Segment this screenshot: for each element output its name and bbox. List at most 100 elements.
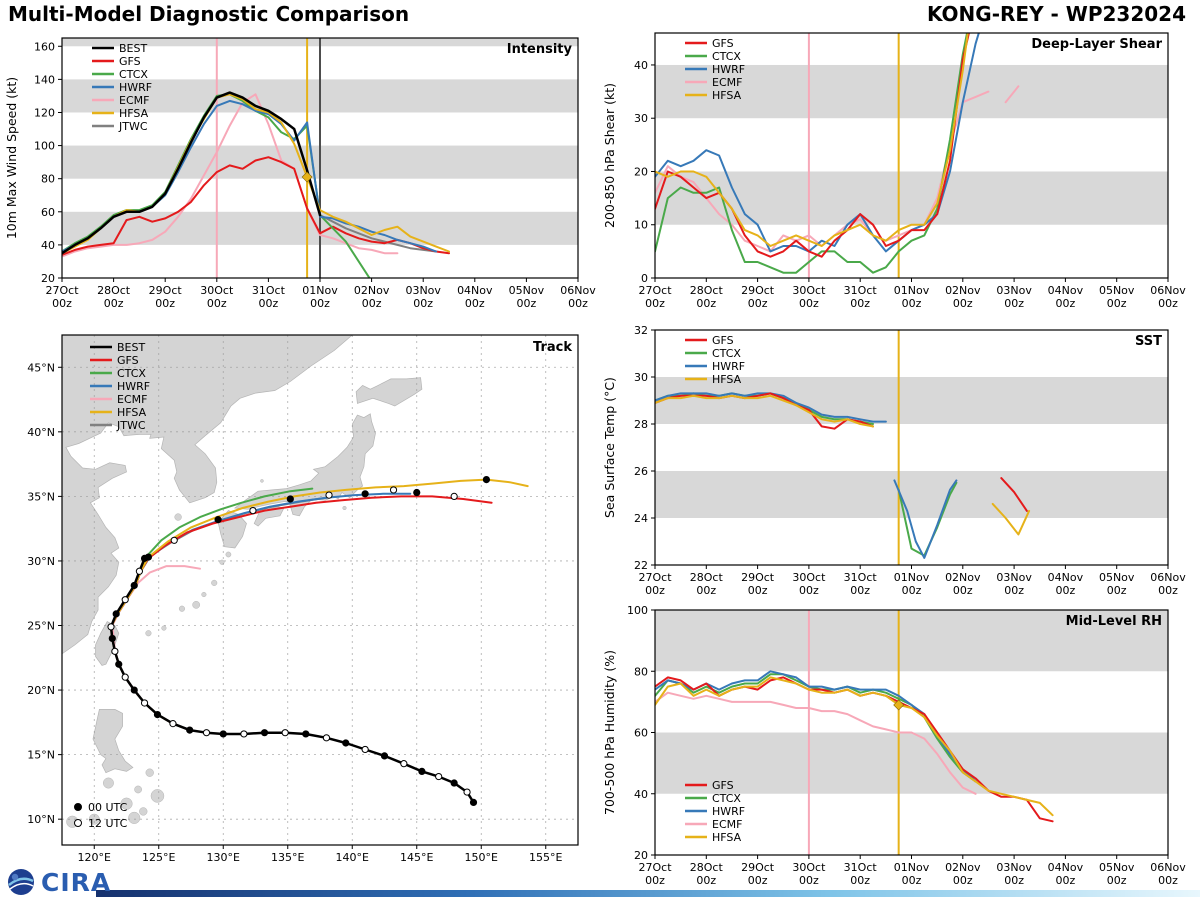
panel-title: SST: [1135, 334, 1162, 349]
x-tick-date: 06Nov: [560, 284, 596, 297]
series-gfs: [655, 33, 970, 258]
fix-12utc: [170, 536, 178, 544]
y-tick-label: 30: [634, 112, 648, 125]
legend-label-hfsa: HFSA: [119, 107, 149, 120]
legend-label-ctcx: CTCX: [119, 68, 148, 81]
x-tick-date: 29Oct: [741, 861, 775, 874]
y-tick-label: 80: [634, 665, 648, 678]
x-tick-date: 28Oct: [97, 284, 131, 297]
x-tick-hour: 00z: [259, 297, 279, 310]
x-tick-date: 28Oct: [690, 861, 724, 874]
x-tick-hour: 00z: [850, 584, 870, 597]
x-tick-hour: 00z: [1158, 874, 1178, 887]
island: [192, 600, 201, 609]
y-axis-title: Sea Surface Temp (°C): [602, 377, 617, 518]
legend-label-ctcx: CTCX: [712, 792, 741, 805]
y-tick-label: 24: [634, 512, 648, 525]
track-map: 120°E 125°E 130°E 135°E 140°E 145°E 150°E 155°E…: [27, 334, 579, 864]
x-tick-date: 31Oct: [844, 284, 878, 297]
x-tick-hour: 00z: [748, 584, 768, 597]
x-tick-date: 05Nov: [1099, 861, 1135, 874]
fix-12utc: [111, 647, 119, 655]
fix-00utc: [153, 710, 162, 719]
y-tick-label: 80: [41, 173, 55, 186]
y-tick-label: 120: [34, 106, 55, 119]
legend-label-best: BEST: [117, 341, 145, 354]
panel-title: Deep-Layer Shear: [1031, 37, 1162, 52]
x-tick-hour: 00z: [104, 297, 124, 310]
y-tick-label: 30: [634, 371, 648, 384]
lon-tick-label: 135°E: [271, 851, 304, 864]
fix-12utc: [121, 596, 129, 604]
x-tick-date: 30Oct: [200, 284, 234, 297]
fix-12utc: [400, 760, 408, 768]
island: [120, 797, 133, 810]
land-luzon: [92, 709, 134, 774]
land-taiwan: [95, 621, 120, 666]
fix-00utc: [130, 686, 138, 694]
x-tick-hour: 00z: [1004, 297, 1024, 310]
fix-00utc: [144, 553, 153, 561]
lon-tick-label: 145°E: [400, 851, 433, 864]
shaded-band: [655, 64, 1168, 119]
island: [145, 630, 152, 637]
footer-gradient-bar: [96, 890, 1200, 897]
series-best: [62, 91, 322, 255]
x-tick-hour: 00z: [953, 874, 973, 887]
fix-12utc: [249, 506, 257, 515]
x-tick-hour: 00z: [696, 874, 716, 887]
x-tick-hour: 00z: [799, 297, 819, 310]
intensity-chart: 2040608010012014016027Oct00z28Oct00z29Oc…: [4, 37, 596, 310]
x-tick-hour: 00z: [850, 874, 870, 887]
series-hfsa: [62, 93, 450, 255]
x-tick-hour: 00z: [1158, 584, 1178, 597]
x-tick-date: 06Nov: [1150, 571, 1186, 584]
lat-tick-label: 25°N: [27, 620, 55, 633]
legend-label-hfsa: HFSA: [712, 373, 742, 386]
x-tick-date: 27Oct: [45, 284, 79, 297]
island: [102, 777, 114, 789]
x-tick-hour: 00z: [696, 584, 716, 597]
x-tick-hour: 00z: [799, 874, 819, 887]
y-tick-label: 20: [41, 272, 55, 285]
fix-12utc: [435, 772, 443, 781]
fix-00utc: [361, 490, 369, 498]
cira-globe-icon: [8, 869, 34, 895]
x-tick-hour: 00z: [748, 297, 768, 310]
x-tick-hour: 00z: [1004, 874, 1024, 887]
rh-chart: 2040608010027Oct00z28Oct00z29Oct00z30Oct…: [602, 604, 1186, 887]
legend-label-ecmf: ECMF: [712, 76, 742, 89]
x-tick-date: 01Nov: [894, 284, 930, 297]
shaded-band: [655, 171, 1168, 225]
fix-12utc: [135, 567, 143, 575]
storm-title: KONG-REY - WP232024: [926, 2, 1186, 26]
fix-12utc: [322, 734, 331, 742]
island: [128, 811, 141, 824]
track-ecmf: [111, 565, 201, 716]
x-tick-hour: 00z: [413, 297, 433, 310]
x-tick-hour: 00z: [1056, 874, 1076, 887]
x-tick-date: 03Nov: [996, 284, 1032, 297]
island: [178, 605, 186, 612]
series-ecmf: [655, 691, 977, 795]
x-tick-hour: 00z: [902, 874, 922, 887]
x-tick-date: 05Nov: [1099, 571, 1135, 584]
x-tick-hour: 00z: [850, 297, 870, 310]
x-tick-date: 05Nov: [509, 284, 545, 297]
fix-00utc: [342, 739, 350, 747]
x-tick-date: 04Nov: [457, 284, 493, 297]
x-tick-hour: 00z: [645, 297, 665, 310]
x-tick-hour: 00z: [155, 297, 175, 310]
island: [211, 579, 218, 586]
x-tick-hour: 00z: [52, 297, 72, 310]
x-tick-hour: 00z: [568, 297, 588, 310]
x-tick-hour: 00z: [1004, 584, 1024, 597]
y-axis-title: 10m Max Wind Speed (kt): [4, 77, 19, 239]
x-tick-date: 04Nov: [1048, 284, 1084, 297]
x-tick-hour: 00z: [1056, 297, 1076, 310]
legend-label-ecmf: ECMF: [119, 94, 149, 107]
legend-label-gfs: GFS: [712, 779, 734, 792]
legend-label-hwrf: HWRF: [712, 63, 745, 76]
x-tick-hour: 00z: [953, 584, 973, 597]
